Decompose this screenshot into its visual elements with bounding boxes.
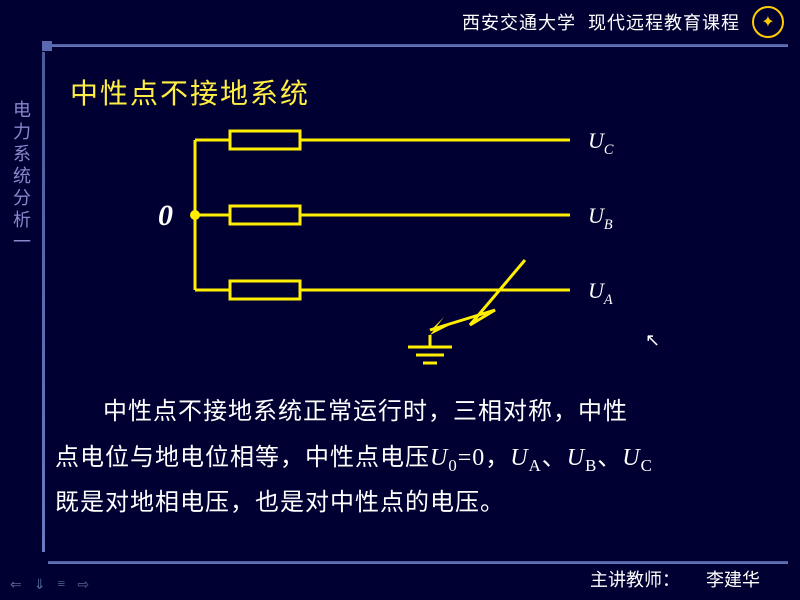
- nav-menu-icon[interactable]: ≡: [57, 577, 65, 594]
- teacher-label: 主讲教师：: [590, 566, 680, 592]
- teacher-name: 李建华: [706, 566, 760, 592]
- body-line2a: 点电位与地电位相等，中性点电压: [55, 445, 430, 471]
- svg-text:UB: UB: [588, 203, 613, 233]
- body-line3: 既是对地相电压，也是对中性点的电压。: [55, 490, 505, 516]
- svg-text:UC: UC: [588, 128, 614, 158]
- sidebar-title: 电力系统分析一: [12, 100, 34, 254]
- university-name: 西安交通大学: [462, 9, 576, 35]
- nav-next-icon[interactable]: ⇨: [77, 577, 89, 594]
- cursor-icon: ↖: [645, 330, 660, 351]
- svg-text:0: 0: [158, 199, 173, 232]
- svg-text:UA: UA: [588, 278, 613, 308]
- footer-divider: [48, 561, 788, 564]
- nav-down-icon[interactable]: ⇓: [34, 577, 46, 594]
- sidebar-divider: [42, 52, 45, 552]
- footer: ⇐ ⇓ ≡ ⇨ 主讲教师： 李建华: [0, 560, 800, 600]
- body-text: 中性点不接地系统正常运行时，三相对称，中性 点电位与地电位相等，中性点电压U0=…: [55, 390, 770, 527]
- logo-icon: ✦: [752, 6, 784, 38]
- header: 西安交通大学 现代远程教育课程 ✦: [0, 0, 800, 44]
- circuit-diagram: 0 UC UB UA: [100, 110, 640, 370]
- course-name: 现代远程教育课程: [588, 9, 740, 35]
- slide-title: 中性点不接地系统: [70, 72, 310, 112]
- nav-prev-icon[interactable]: ⇐: [10, 577, 22, 594]
- header-divider: [48, 44, 788, 47]
- nav-icons[interactable]: ⇐ ⇓ ≡ ⇨: [10, 577, 89, 594]
- body-line1: 中性点不接地系统正常运行时，三相对称，中性: [103, 399, 628, 425]
